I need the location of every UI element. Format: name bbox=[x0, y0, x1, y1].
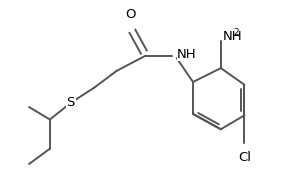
Text: O: O bbox=[125, 8, 136, 21]
Text: NH: NH bbox=[177, 48, 197, 61]
Text: Cl: Cl bbox=[238, 151, 251, 164]
Text: NH: NH bbox=[223, 30, 243, 43]
Text: 2: 2 bbox=[234, 28, 239, 37]
Text: S: S bbox=[67, 96, 75, 109]
